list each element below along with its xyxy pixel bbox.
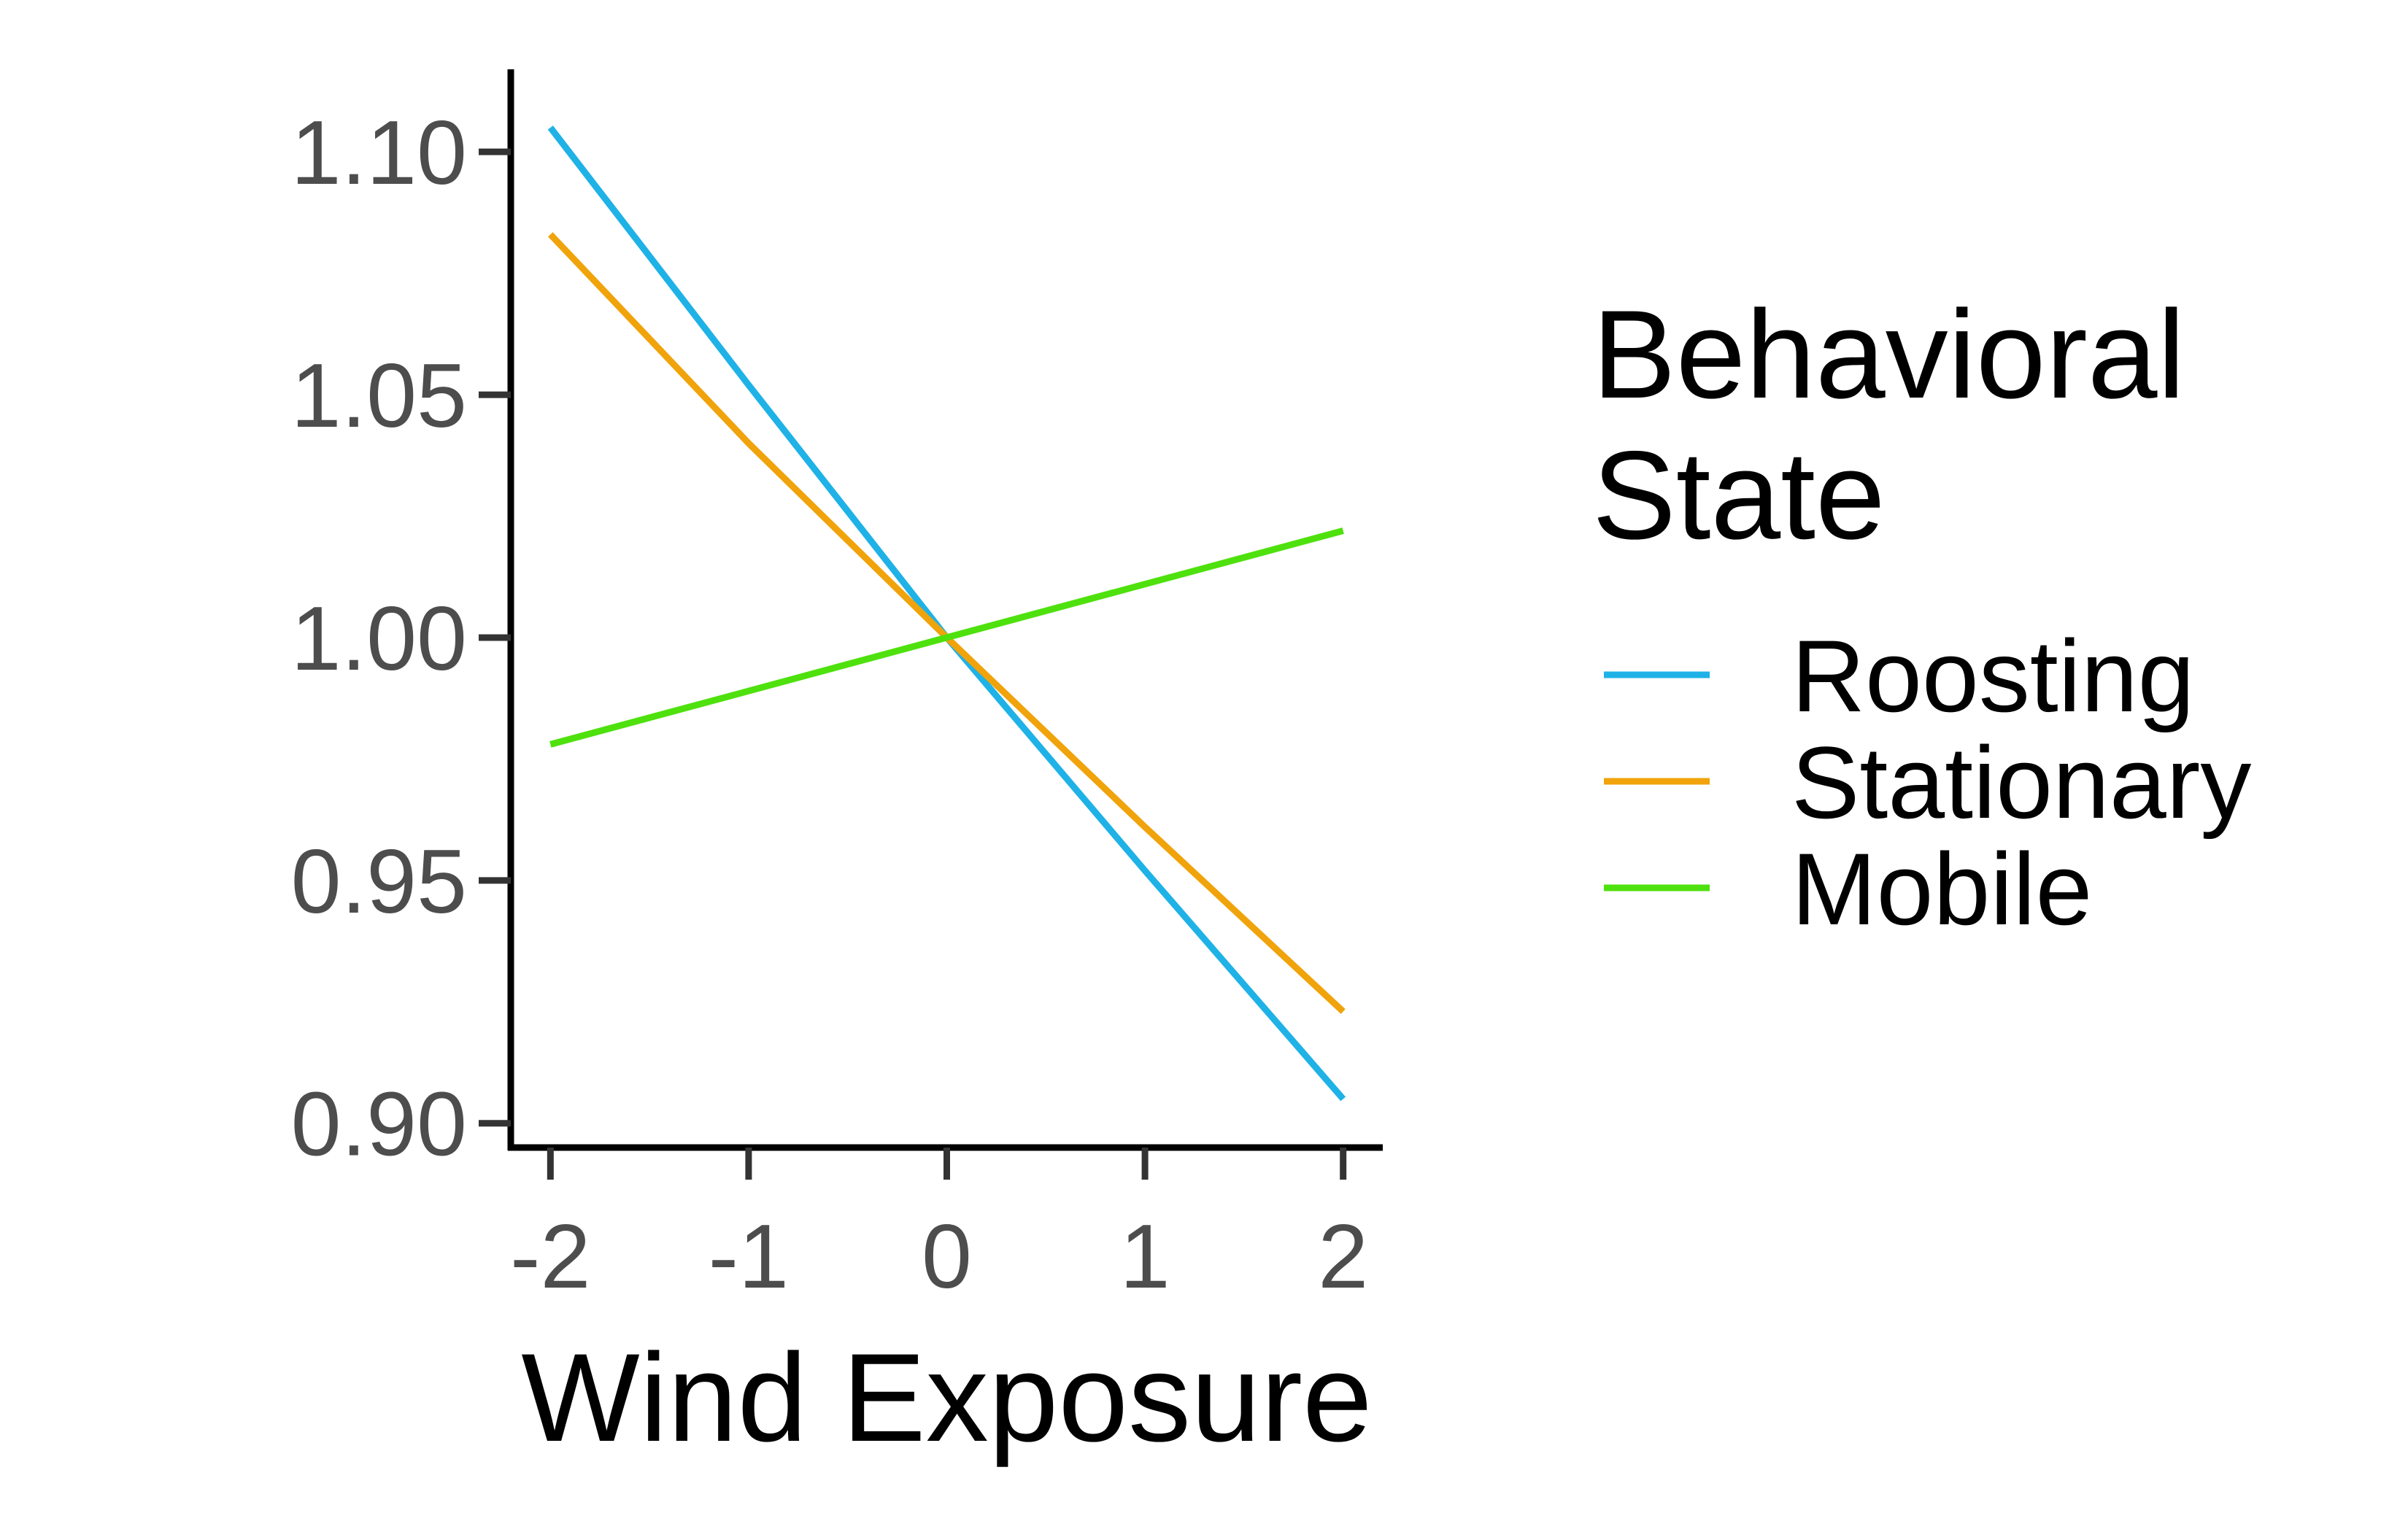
series-line-roosting: [547, 125, 1346, 1102]
x-tick-label: 2: [1318, 1207, 1368, 1307]
x-tick-label: -1: [709, 1207, 789, 1307]
legend-label-roosting: Roosting: [1791, 619, 2195, 733]
x-tick-label: -2: [510, 1207, 590, 1307]
x-tick-label: 0: [922, 1207, 972, 1307]
y-tick-label: 0.95: [291, 832, 467, 932]
y-tick-label: 0.90: [291, 1075, 467, 1175]
y-tick-label: 1.05: [291, 346, 467, 446]
legend-label-stationary: Stationary: [1791, 725, 2251, 840]
legend: Behavioral State RoostingStationaryMobil…: [1592, 285, 2251, 946]
series-line-mobile: [549, 527, 1344, 748]
legend-label-mobile: Mobile: [1791, 832, 2092, 946]
x-axis-title: Wind Exposure: [521, 1328, 1372, 1468]
y-tick-label: 1.00: [291, 589, 467, 689]
x-tick-label: 1: [1120, 1207, 1170, 1307]
axes: 0.90 0.95 1.00 1.05 1.10 -2 -1 0 1 2: [291, 69, 1383, 1307]
legend-title-line-2: State: [1592, 425, 1886, 565]
y-tick-label: 1.10: [291, 103, 467, 204]
plot-area: [547, 125, 1346, 1102]
series-line-stationary: [548, 232, 1346, 1014]
legend-title-line-1: Behavioral: [1592, 285, 2185, 425]
